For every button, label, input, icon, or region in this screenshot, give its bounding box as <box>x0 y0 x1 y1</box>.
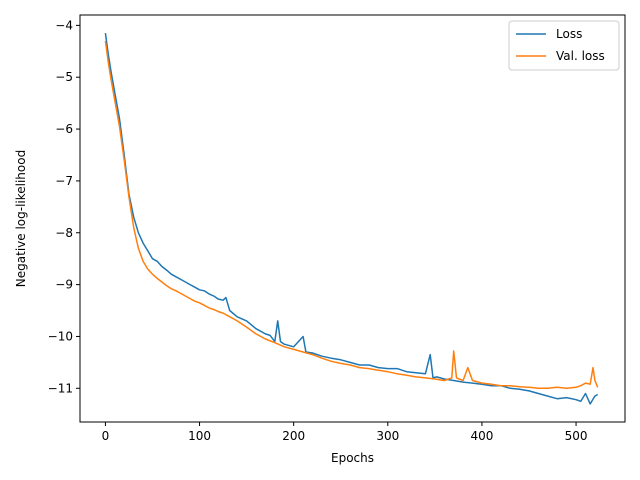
x-tick-label: 200 <box>282 429 305 443</box>
y-tick-label: −9 <box>55 278 73 292</box>
x-tick-label: 300 <box>376 429 399 443</box>
plot-frame <box>79 14 626 423</box>
y-tick-label: −5 <box>55 70 73 84</box>
legend-label-val-loss: Val. loss <box>556 49 605 63</box>
x-tick-label: 500 <box>565 429 588 443</box>
x-axis-ticks: 0 100 200 300 400 500 <box>102 422 588 443</box>
plot-area <box>80 15 625 422</box>
y-axis-label: Negative log-likelihood <box>14 150 28 287</box>
x-tick-label: 100 <box>188 429 211 443</box>
y-axis-ticks: −11 −10 −9 −8 −7 −6 −5 −4 <box>48 18 80 395</box>
x-tick-label: 0 <box>102 429 110 443</box>
legend: Loss Val. loss <box>508 20 620 71</box>
y-tick-label: −7 <box>55 174 73 188</box>
x-axis-label: Epochs <box>331 451 374 465</box>
x-tick-label: 400 <box>470 429 493 443</box>
y-tick-label: −10 <box>48 329 73 343</box>
y-tick-label: −4 <box>55 18 73 32</box>
y-tick-label: −11 <box>48 381 73 395</box>
y-tick-label: −6 <box>55 122 73 136</box>
legend-label-loss: Loss <box>556 27 582 41</box>
series-layer <box>104 32 599 405</box>
y-tick-label: −8 <box>55 226 73 240</box>
series-line-val-loss <box>104 40 599 390</box>
